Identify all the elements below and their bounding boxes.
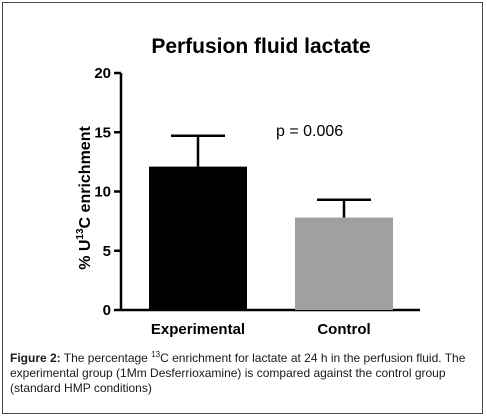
y-tick-label: 15 — [94, 124, 111, 141]
y-tick-label: 20 — [94, 65, 111, 82]
bar-experimental — [149, 166, 247, 310]
bar-control — [295, 217, 393, 310]
figure-caption: Figure 2: The percentage 13C enrichment … — [10, 351, 476, 396]
y-axis-label: % U13C enrichment — [75, 126, 94, 270]
caption-text-end: C enrichment for lactate at 24 h in the … — [10, 351, 466, 395]
y-tick-label: 0 — [103, 302, 111, 319]
y-tick-label: 10 — [94, 184, 111, 201]
caption-text-start: The percentage — [60, 351, 152, 365]
chart: Perfusion fluid lactate % U13C enrichmen… — [75, 35, 420, 338]
bars — [149, 134, 393, 310]
y-axis-label-prefix: % U — [77, 240, 94, 270]
chart-title: Perfusion fluid lactate — [151, 35, 370, 58]
caption-label: Figure 2: — [10, 351, 61, 365]
y-axis-label-suffix: C enrichment — [77, 126, 94, 229]
p-value-annotation: p = 0.006 — [276, 123, 343, 140]
caption-superscript: 13 — [151, 350, 161, 359]
category-labels: Experimental Control — [151, 321, 371, 338]
y-ticks: 0 5 10 15 20 — [94, 65, 121, 319]
y-axis-label-superscript: 13 — [75, 228, 86, 240]
y-tick-label: 5 — [103, 243, 111, 260]
category-label-control: Control — [317, 321, 370, 338]
category-label-experimental: Experimental — [151, 321, 245, 338]
